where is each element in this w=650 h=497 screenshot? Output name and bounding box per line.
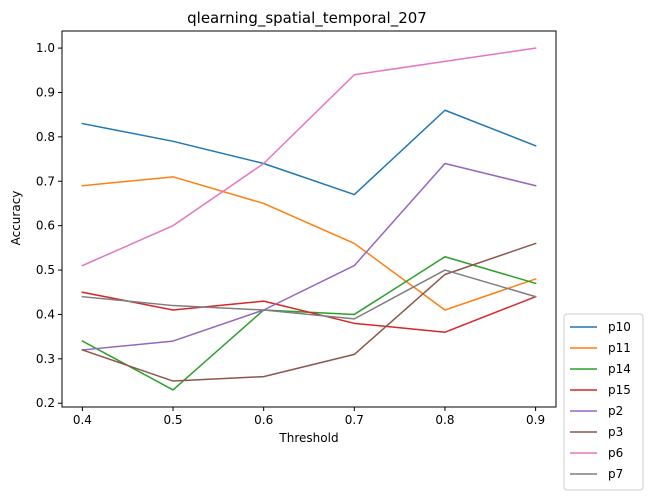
legend-label-p7: p7 (608, 467, 623, 481)
legend-label-p10: p10 (608, 320, 631, 334)
y-tick-label: 0.9 (36, 85, 55, 99)
y-tick-label: 0.6 (36, 219, 55, 233)
chart-title: qlearning_spatial_temporal_207 (187, 9, 427, 28)
legend-box (563, 313, 644, 491)
legend-label-p11: p11 (608, 341, 631, 355)
y-tick-label: 0.3 (36, 352, 55, 366)
legend-label-p6: p6 (608, 446, 623, 460)
x-tick-label: 0.6 (254, 413, 273, 427)
legend-label-p3: p3 (608, 425, 623, 439)
y-tick-label: 1.0 (36, 41, 55, 55)
y-tick-label: 0.2 (36, 396, 55, 410)
y-axis-label: Accuracy (9, 191, 23, 246)
series-line-p7 (81, 269, 537, 320)
y-tick-label: 0.7 (36, 174, 55, 188)
y-tick-label: 0.4 (36, 307, 55, 321)
ticks-layer: 0.4 0.5 0.6 0.7 0.8 0.9 0.2 0.3 0.4 0.5 0.6 0.7 0.8 0… (36, 41, 545, 427)
y-tick-label: 0.5 (36, 263, 55, 277)
legend: p10 p11 p14 p15 p2 p3 p6 p7 (563, 313, 644, 491)
plot-frame (61, 30, 557, 408)
y-tick-label: 0.8 (36, 130, 55, 144)
x-tick-label: 0.5 (163, 413, 182, 427)
x-tick-label: 0.4 (73, 413, 92, 427)
series-layer (81, 47, 537, 391)
x-tick-label: 0.9 (526, 413, 545, 427)
x-axis-label: Threshold (278, 431, 338, 445)
legend-label-p2: p2 (608, 404, 623, 418)
series-line-p2 (81, 162, 537, 351)
x-tick-label: 0.7 (345, 413, 364, 427)
legend-label-p15: p15 (608, 383, 631, 397)
series-line-p10 (81, 109, 537, 196)
legend-label-p14: p14 (608, 362, 631, 376)
series-line-p11 (81, 176, 537, 311)
series-line-p6 (81, 47, 537, 267)
x-tick-label: 0.8 (435, 413, 454, 427)
series-line-p15 (81, 291, 537, 333)
series-line-p3 (81, 242, 537, 382)
